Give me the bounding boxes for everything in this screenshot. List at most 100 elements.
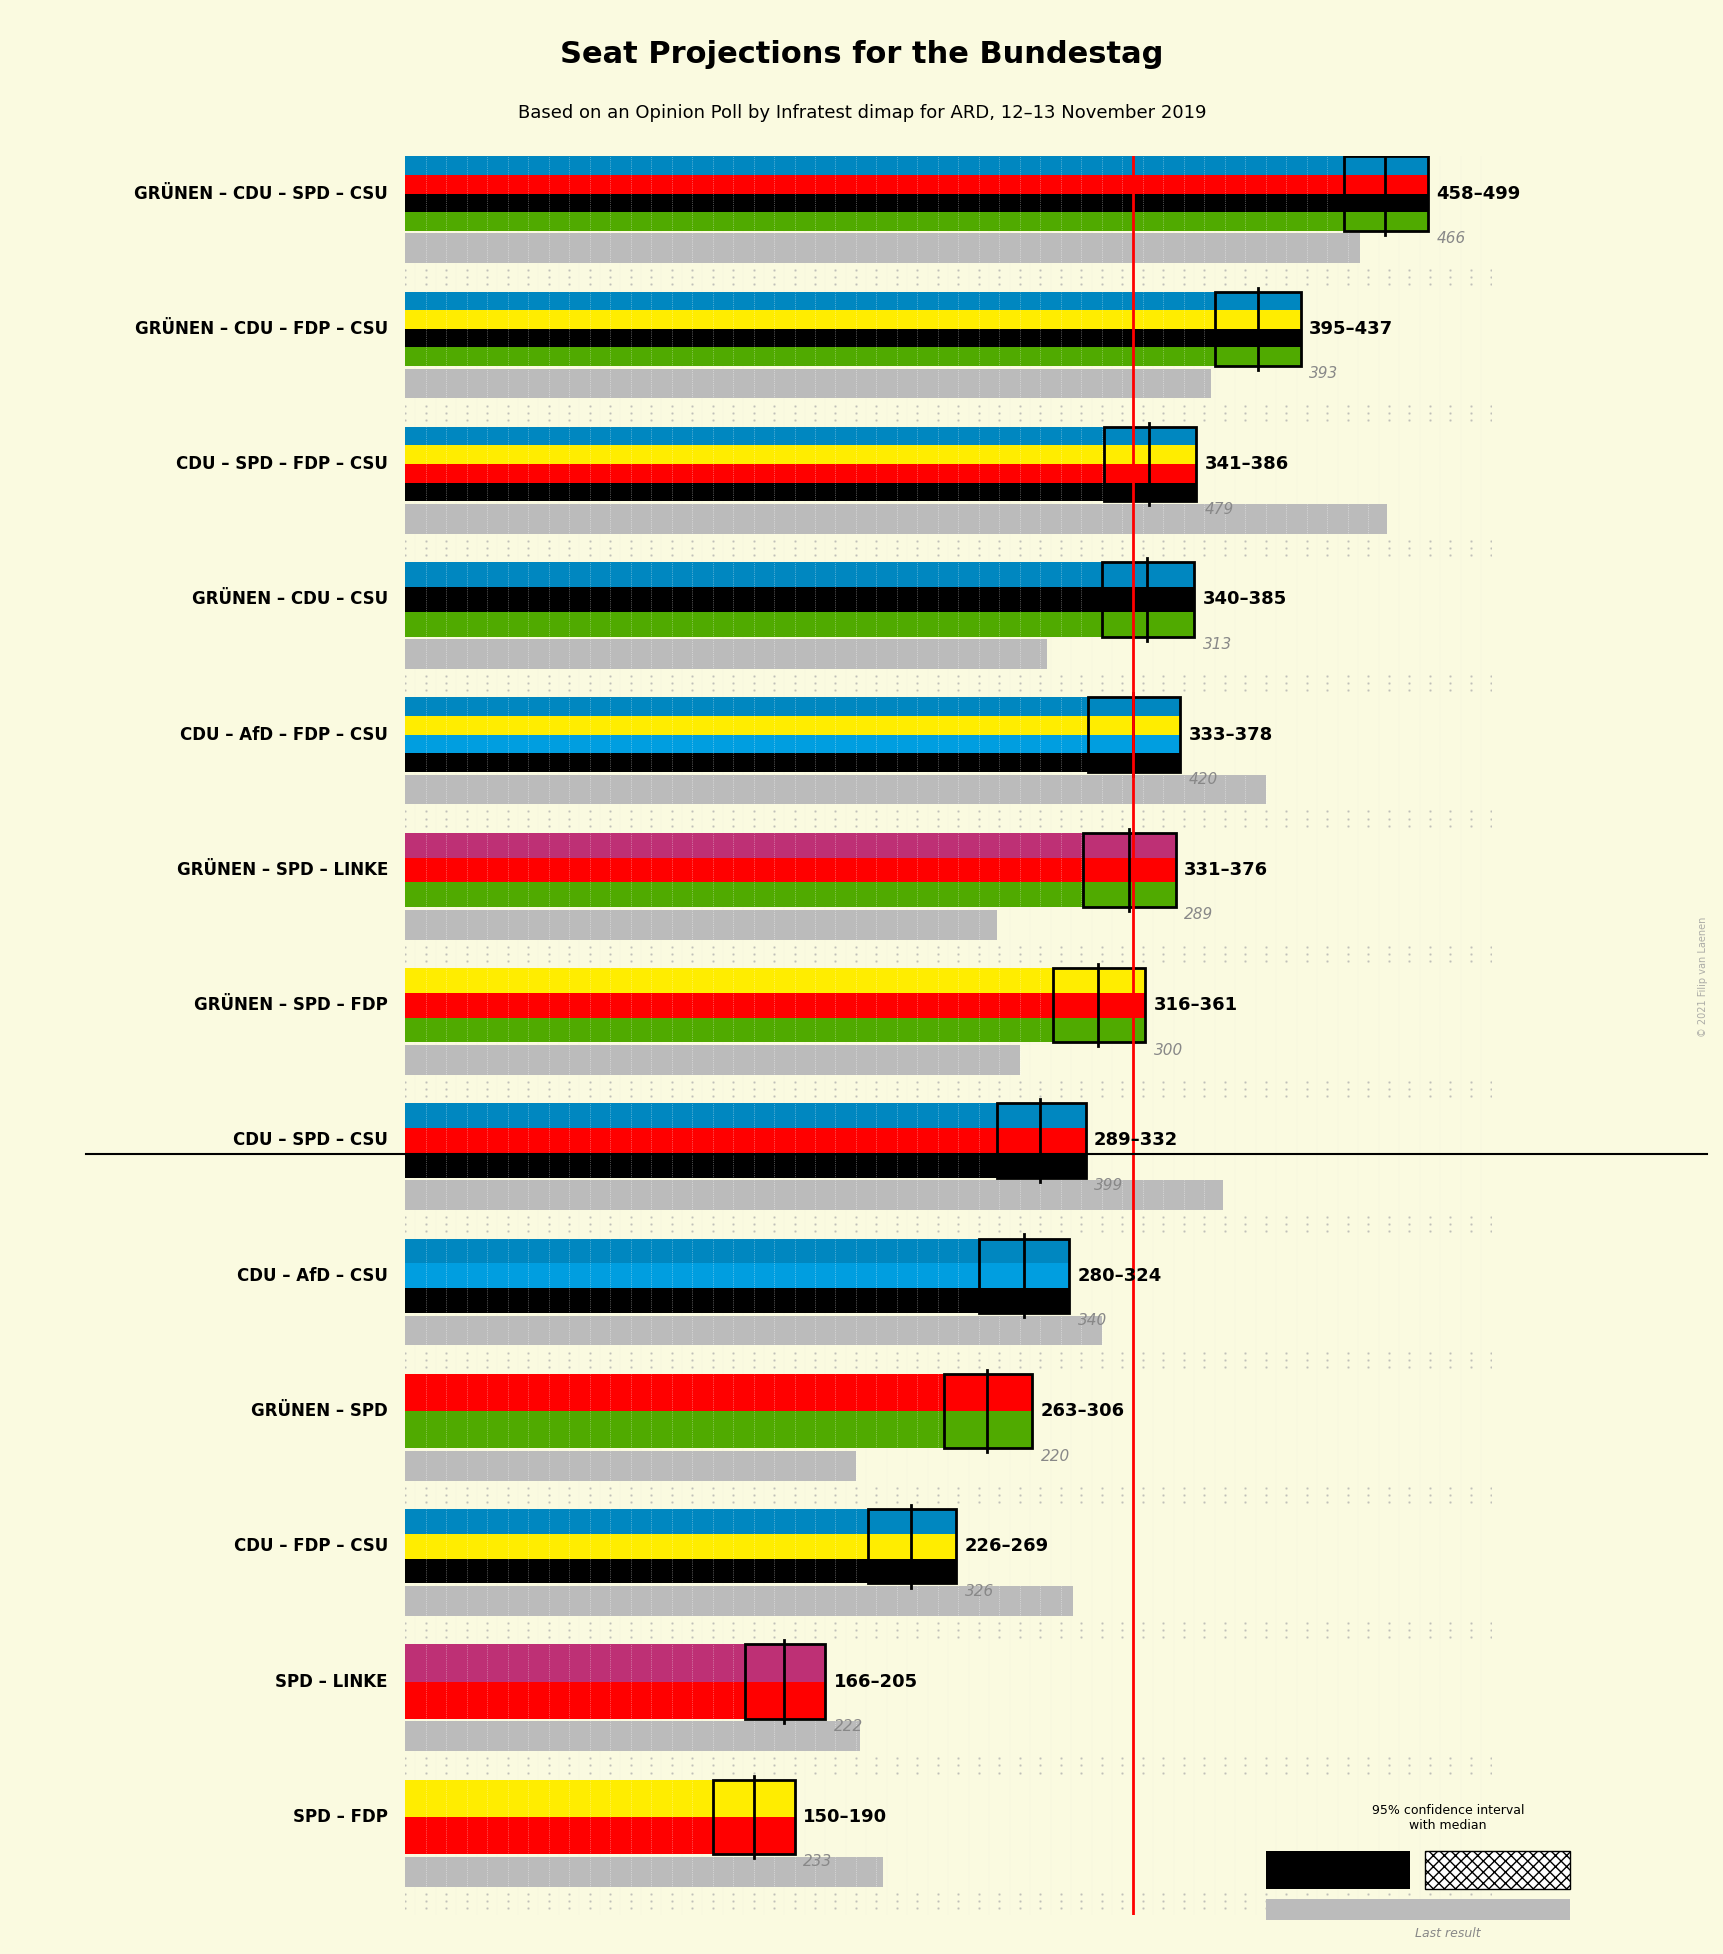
Text: 313: 313 bbox=[1203, 637, 1232, 653]
Bar bbox=[405, 639, 1046, 668]
Bar bbox=[1103, 465, 1196, 483]
Text: CDU – AfD – CSU: CDU – AfD – CSU bbox=[236, 1266, 388, 1284]
Bar bbox=[1053, 993, 1144, 1018]
Bar bbox=[405, 698, 1087, 715]
Bar bbox=[405, 774, 1265, 805]
Bar bbox=[405, 1682, 744, 1720]
Bar bbox=[1082, 832, 1175, 907]
Bar bbox=[998, 1127, 1085, 1153]
Bar bbox=[405, 586, 1101, 612]
Bar bbox=[1101, 563, 1194, 586]
Bar bbox=[1087, 698, 1179, 772]
Bar bbox=[1101, 563, 1194, 637]
Bar bbox=[405, 465, 1103, 483]
Bar bbox=[405, 1645, 744, 1682]
Text: 280–324: 280–324 bbox=[1077, 1266, 1161, 1284]
Bar bbox=[1103, 446, 1196, 465]
Bar bbox=[944, 1374, 1032, 1448]
Bar bbox=[405, 291, 1215, 311]
Bar bbox=[405, 233, 1359, 264]
Bar bbox=[1101, 586, 1194, 612]
Bar bbox=[405, 832, 1082, 858]
Bar bbox=[1342, 156, 1427, 176]
Text: 341–386: 341–386 bbox=[1204, 455, 1289, 473]
Bar bbox=[405, 1411, 944, 1448]
Text: GRÜNEN – CDU – SPD – CSU: GRÜNEN – CDU – SPD – CSU bbox=[134, 184, 388, 203]
Bar bbox=[405, 1374, 944, 1411]
Bar bbox=[405, 483, 1103, 502]
Bar bbox=[868, 1534, 956, 1559]
Bar bbox=[405, 715, 1087, 735]
Text: 458–499: 458–499 bbox=[1435, 184, 1520, 203]
Bar bbox=[868, 1508, 956, 1583]
Bar bbox=[1087, 698, 1179, 715]
Bar bbox=[405, 1104, 998, 1127]
Bar bbox=[744, 1682, 825, 1720]
Bar bbox=[1053, 967, 1144, 993]
Bar bbox=[998, 1153, 1085, 1178]
Bar bbox=[744, 1645, 825, 1720]
Bar bbox=[405, 1315, 1101, 1346]
Bar bbox=[405, 193, 1342, 213]
Bar bbox=[405, 328, 1215, 348]
Bar bbox=[998, 1104, 1085, 1127]
Bar bbox=[405, 1153, 998, 1178]
Bar bbox=[405, 1721, 860, 1751]
Bar bbox=[1101, 612, 1194, 637]
Bar bbox=[405, 612, 1101, 637]
Text: ___________: ___________ bbox=[326, 1159, 388, 1168]
Bar bbox=[405, 176, 1342, 193]
Text: GRÜNEN – CDU – FDP – CSU: GRÜNEN – CDU – FDP – CSU bbox=[134, 320, 388, 338]
Bar bbox=[1425, 1850, 1568, 1890]
Bar bbox=[405, 563, 1101, 586]
Bar bbox=[405, 311, 1215, 328]
Text: Seat Projections for the Bundestag: Seat Projections for the Bundestag bbox=[560, 41, 1163, 68]
Bar bbox=[405, 1180, 1222, 1210]
Bar bbox=[405, 735, 1087, 752]
Text: 226–269: 226–269 bbox=[965, 1538, 1049, 1555]
Text: 150–190: 150–190 bbox=[803, 1807, 887, 1825]
Text: © 2021 Filip van Laenen: © 2021 Filip van Laenen bbox=[1697, 916, 1707, 1038]
Bar bbox=[998, 1104, 1085, 1178]
Text: GRÜNEN – SPD: GRÜNEN – SPD bbox=[252, 1403, 388, 1421]
Bar bbox=[944, 1374, 1032, 1411]
Bar bbox=[405, 1264, 979, 1288]
Bar bbox=[868, 1559, 956, 1583]
Bar bbox=[405, 1817, 712, 1854]
Bar bbox=[944, 1411, 1032, 1448]
Text: 289: 289 bbox=[1184, 907, 1213, 922]
Bar bbox=[712, 1780, 794, 1854]
Bar bbox=[405, 858, 1082, 883]
Bar bbox=[405, 1587, 1073, 1616]
Bar bbox=[744, 1645, 825, 1682]
Text: 233: 233 bbox=[803, 1854, 832, 1870]
Text: 340: 340 bbox=[1077, 1313, 1106, 1329]
Bar bbox=[1215, 328, 1299, 348]
Bar bbox=[1215, 311, 1299, 328]
Bar bbox=[405, 426, 1103, 446]
Text: SPD – LINKE: SPD – LINKE bbox=[276, 1673, 388, 1690]
Bar bbox=[1265, 1850, 1409, 1890]
Bar bbox=[405, 1018, 1053, 1041]
Bar bbox=[1087, 715, 1179, 735]
Text: CDU – FDP – CSU: CDU – FDP – CSU bbox=[234, 1538, 388, 1555]
Text: 220: 220 bbox=[1041, 1448, 1070, 1464]
Bar bbox=[1103, 426, 1196, 446]
Bar bbox=[1087, 735, 1179, 752]
Bar bbox=[405, 1856, 882, 1886]
Text: 289–332: 289–332 bbox=[1094, 1131, 1179, 1149]
Bar bbox=[1087, 752, 1179, 772]
Bar bbox=[712, 1780, 794, 1817]
Bar bbox=[405, 1508, 868, 1534]
Bar bbox=[1082, 832, 1175, 858]
Bar bbox=[1342, 193, 1427, 213]
Text: 340–385: 340–385 bbox=[1203, 590, 1287, 608]
Bar bbox=[405, 1045, 1020, 1075]
Bar bbox=[405, 1452, 856, 1481]
Text: CDU – SPD – CSU: CDU – SPD – CSU bbox=[233, 1131, 388, 1149]
Bar bbox=[1215, 348, 1299, 365]
Bar bbox=[1342, 176, 1427, 193]
Bar bbox=[405, 883, 1082, 907]
Bar bbox=[405, 1127, 998, 1153]
Bar bbox=[405, 348, 1215, 365]
